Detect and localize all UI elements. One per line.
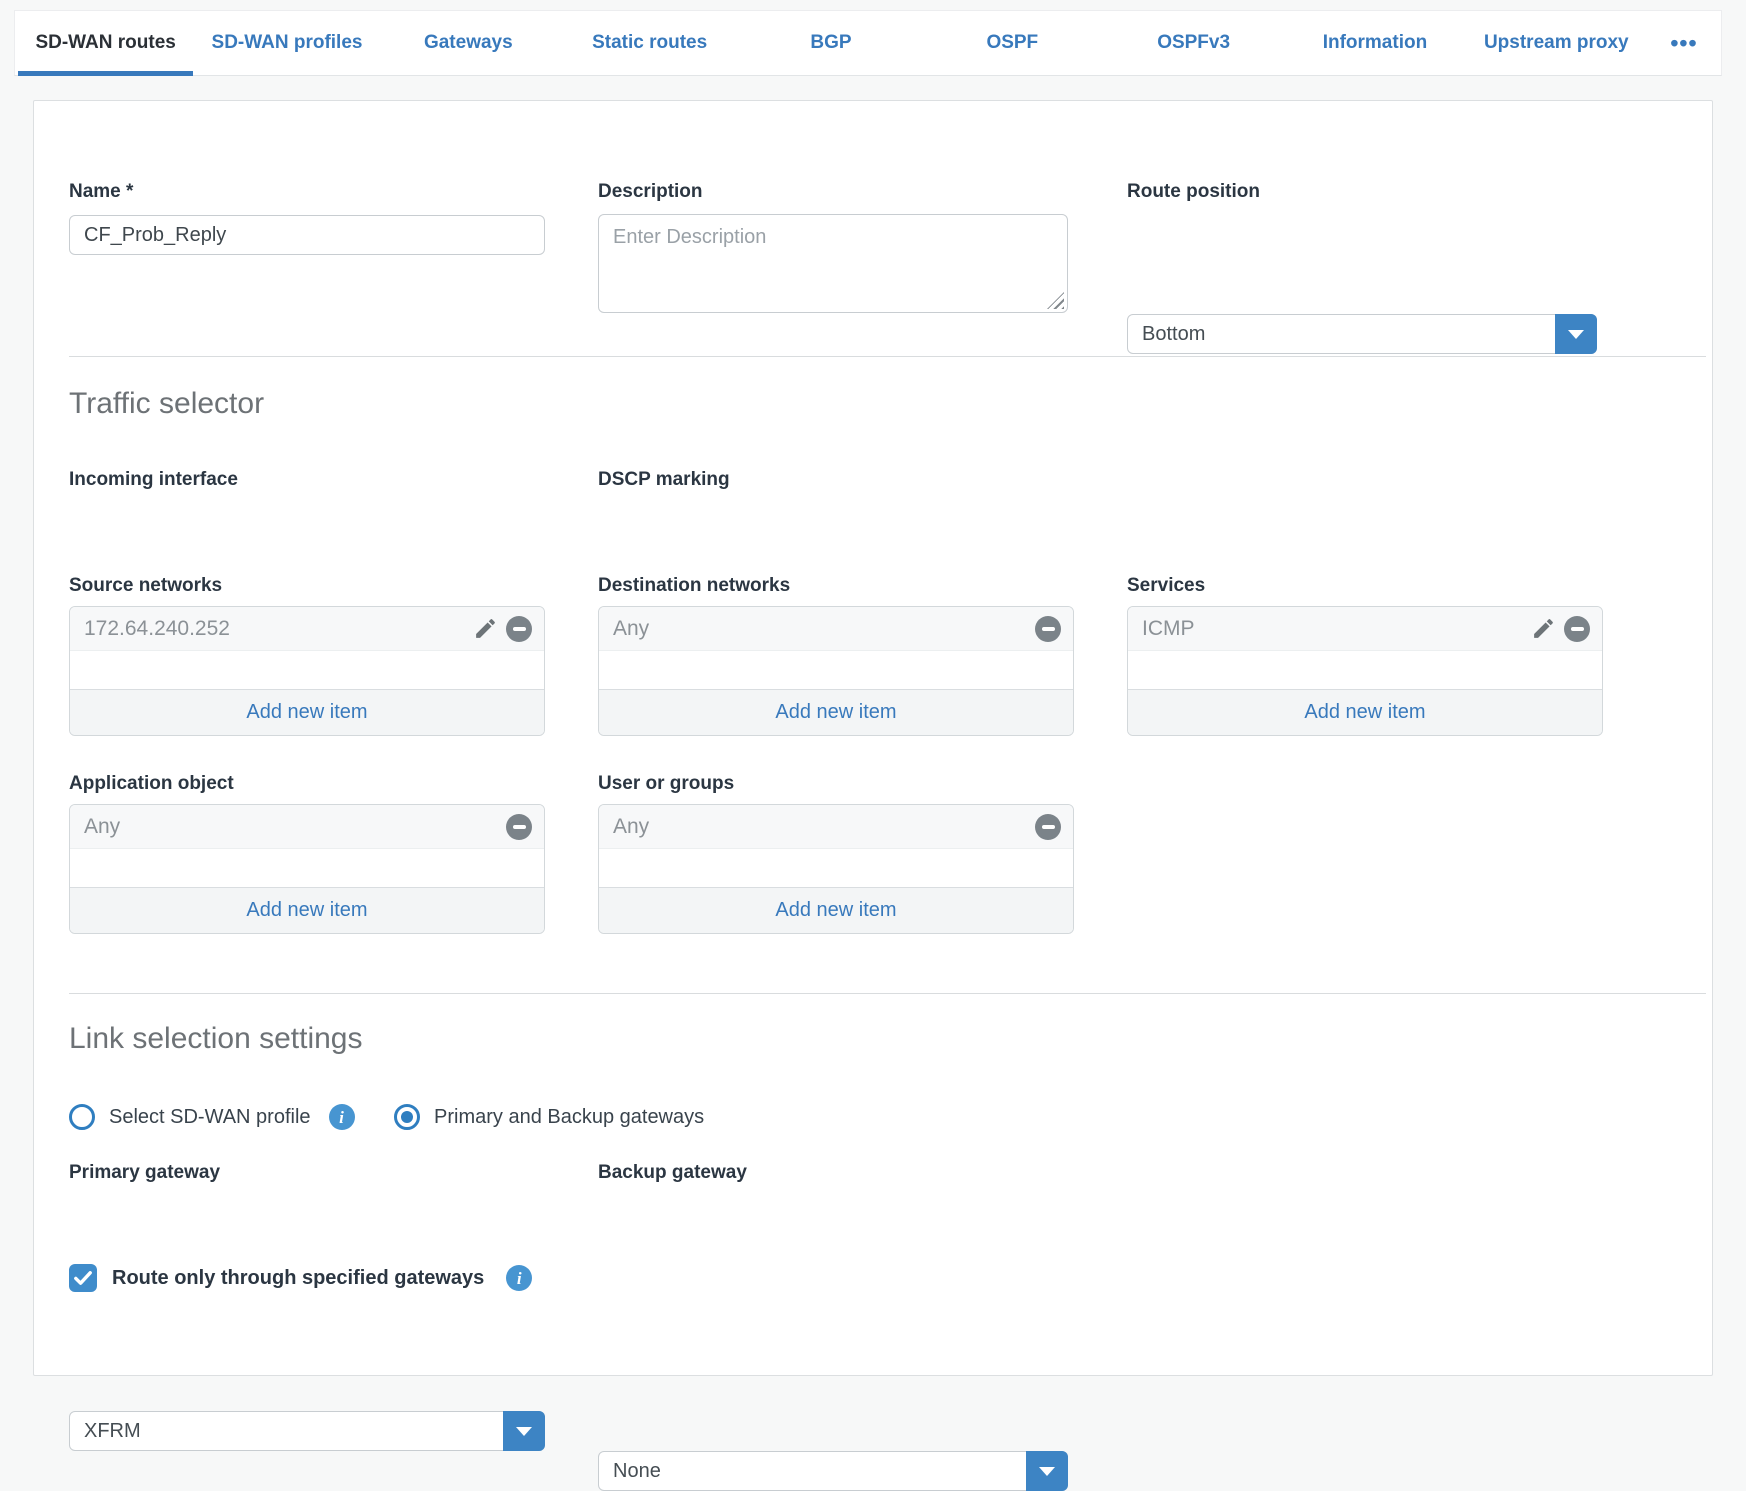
sd-wan-route-form-panel: Name * Description Route position Bottom…: [33, 100, 1713, 1491]
destination-networks-label: Destination networks: [598, 575, 791, 596]
add-new-item-button[interactable]: Add new item: [70, 887, 544, 933]
route-position-dropdown[interactable]: Bottom: [1127, 314, 1597, 354]
info-icon[interactable]: i: [506, 1265, 533, 1291]
radio-selected-icon[interactable]: [394, 1104, 420, 1130]
chevron-down-icon[interactable]: [1555, 314, 1597, 354]
minus-circle-icon[interactable]: [1564, 615, 1590, 642]
services-label: Services: [1127, 575, 1206, 596]
list-item: Any: [599, 607, 1073, 651]
radio-label: Primary and Backup gateways: [434, 1105, 705, 1128]
minus-circle-icon[interactable]: [1035, 813, 1061, 840]
primary-gateway-value: XFRM: [84, 1419, 141, 1442]
list-empty-area: [599, 849, 1073, 887]
minus-circle-icon[interactable]: [1035, 615, 1061, 642]
add-new-item-button[interactable]: Add new item: [70, 689, 544, 735]
add-new-item-button[interactable]: Add new item: [599, 887, 1073, 933]
section-divider: [69, 993, 1706, 994]
route-position-label: Route position: [1127, 181, 1260, 202]
link-selection-heading: Link selection settings: [69, 1022, 363, 1055]
tab-bgp[interactable]: BGP: [810, 32, 852, 53]
tab-upstream-proxy[interactable]: Upstream proxy: [1483, 32, 1629, 53]
pencil-icon[interactable]: [472, 616, 498, 642]
tab-static-routes[interactable]: Static routes: [592, 32, 708, 53]
description-label: Description: [598, 181, 703, 202]
list-item: ICMP: [1128, 607, 1602, 651]
add-new-item-button[interactable]: Add new item: [599, 689, 1073, 735]
dscp-marking-label: DSCP marking: [598, 469, 730, 490]
section-divider: [69, 356, 1706, 357]
route-position-value: Bottom: [1142, 322, 1206, 345]
name-input[interactable]: [69, 215, 545, 255]
list-item-text: Any: [84, 814, 121, 838]
list-empty-area: [1128, 651, 1602, 689]
list-item: Any: [599, 805, 1073, 849]
info-icon[interactable]: i: [328, 1104, 355, 1130]
description-textarea[interactable]: [598, 214, 1068, 313]
primary-gateway-label: Primary gateway: [69, 1162, 221, 1183]
primary-backup-gateways-radio-option[interactable]: Primary and Backup gateways: [394, 1104, 704, 1130]
tab-bar: SD-WAN routes SD-WAN profiles Gateways S…: [14, 10, 1722, 76]
primary-gateway-dropdown[interactable]: XFRM: [69, 1411, 545, 1451]
tabs-more-button[interactable]: •••: [1670, 29, 1698, 56]
user-or-groups-list: Any Add new item: [598, 804, 1074, 934]
destination-networks-list: Any Add new item: [598, 606, 1074, 736]
list-item: 172.64.240.252: [70, 607, 544, 651]
minus-circle-icon[interactable]: [506, 615, 532, 642]
add-new-item-button[interactable]: Add new item: [1128, 689, 1602, 735]
checkbox-checked-icon[interactable]: [69, 1264, 97, 1292]
checkbox-label: Route only through specified gateways: [112, 1266, 485, 1289]
pencil-icon[interactable]: [1530, 616, 1556, 642]
list-empty-area: [70, 849, 544, 887]
chevron-down-icon[interactable]: [1026, 1451, 1068, 1491]
list-empty-area: [599, 651, 1073, 689]
backup-gateway-label: Backup gateway: [598, 1162, 747, 1183]
user-or-groups-label: User or groups: [598, 773, 735, 794]
list-item-text: Any: [613, 616, 650, 640]
source-networks-label: Source networks: [69, 575, 223, 596]
backup-gateway-value: None: [613, 1459, 661, 1482]
list-item: Any: [70, 805, 544, 849]
services-list: ICMP Add new item: [1127, 606, 1603, 736]
incoming-interface-label: Incoming interface: [69, 469, 238, 490]
application-object-label: Application object: [69, 773, 234, 794]
application-object-list: Any Add new item: [69, 804, 545, 934]
traffic-selector-heading: Traffic selector: [69, 387, 265, 420]
tab-ospf[interactable]: OSPF: [986, 32, 1039, 53]
tab-gateways[interactable]: Gateways: [423, 32, 513, 53]
list-empty-area: [70, 651, 544, 689]
tab-ospfv3[interactable]: OSPFv3: [1157, 32, 1231, 53]
list-item-text: Any: [613, 814, 650, 838]
backup-gateway-dropdown[interactable]: None: [598, 1451, 1068, 1491]
sd-wan-profile-radio-option[interactable]: Select SD-WAN profile i: [69, 1104, 355, 1130]
tab-sd-wan-profiles[interactable]: SD-WAN profiles: [211, 32, 363, 53]
source-networks-list: 172.64.240.252 Add new item: [69, 606, 545, 736]
tab-information[interactable]: Information: [1322, 32, 1428, 53]
minus-circle-icon[interactable]: [506, 813, 532, 840]
chevron-down-icon[interactable]: [503, 1411, 545, 1451]
radio-unselected-icon[interactable]: [69, 1104, 95, 1130]
radio-label: Select SD-WAN profile: [109, 1105, 311, 1128]
route-only-checkbox-option[interactable]: Route only through specified gateways i: [69, 1264, 533, 1292]
list-item-text: ICMP: [1142, 616, 1195, 640]
list-item-text: 172.64.240.252: [84, 616, 230, 640]
name-label: Name *: [69, 181, 134, 202]
tab-sd-wan-routes[interactable]: SD-WAN routes: [15, 11, 196, 76]
